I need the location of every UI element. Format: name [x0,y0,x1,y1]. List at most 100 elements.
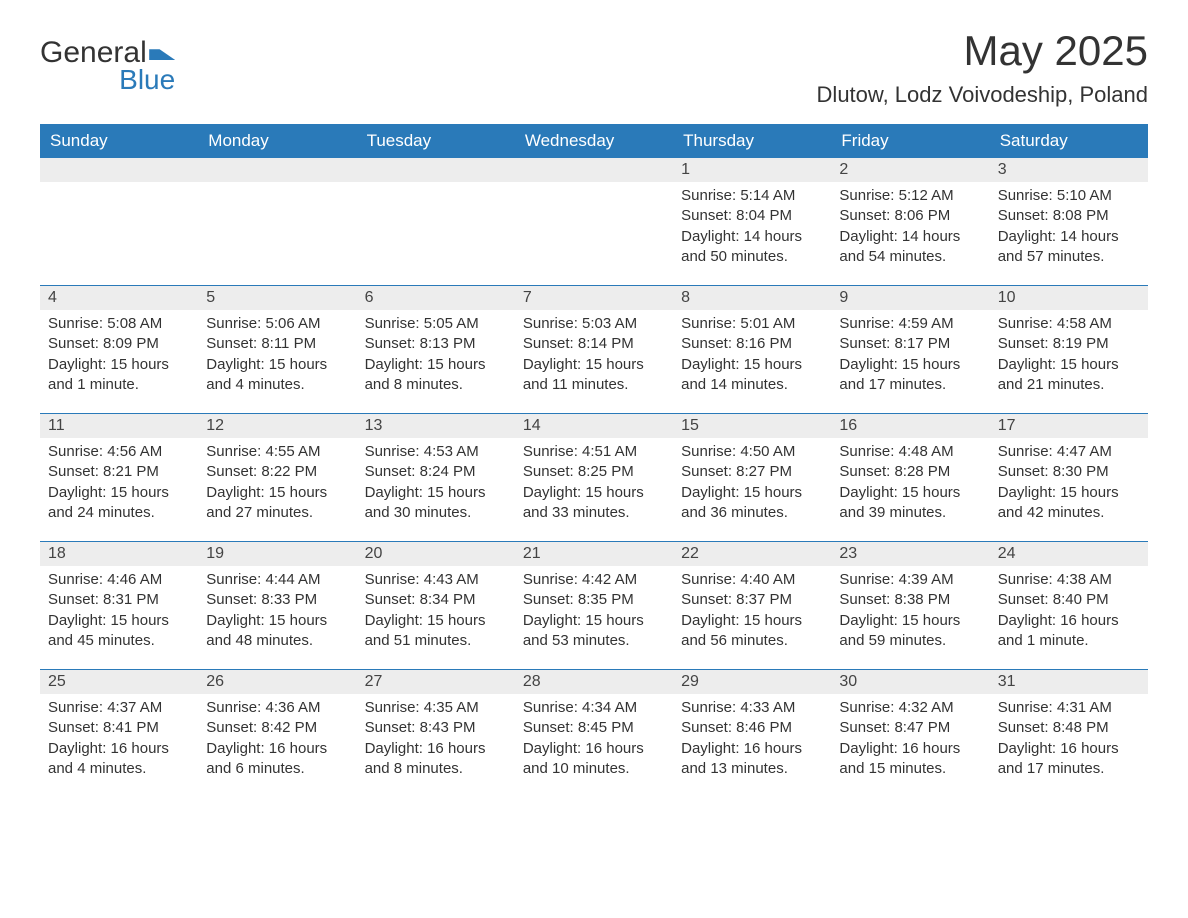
sunrise-line: Sunrise: 5:06 AM [206,314,348,334]
calendar-day-cell [40,158,198,286]
day-number-strip: 3 [990,158,1148,182]
calendar-day-cell: 14Sunrise: 4:51 AMSunset: 8:25 PMDayligh… [515,414,673,542]
sunrise-line: Sunrise: 4:38 AM [998,570,1140,590]
weekday-header: Thursday [673,124,831,158]
day-body: Sunrise: 5:14 AMSunset: 8:04 PMDaylight:… [673,182,831,285]
weekday-header: Monday [198,124,356,158]
day-body: Sunrise: 4:36 AMSunset: 8:42 PMDaylight:… [198,694,356,797]
day-body: Sunrise: 4:46 AMSunset: 8:31 PMDaylight:… [40,566,198,669]
day-number-strip: 17 [990,414,1148,438]
sunset-line: Sunset: 8:46 PM [681,718,823,738]
day-body: Sunrise: 4:43 AMSunset: 8:34 PMDaylight:… [357,566,515,669]
day-body [198,182,356,280]
sunrise-line: Sunrise: 5:12 AM [839,186,981,206]
location-subtitle: Dlutow, Lodz Voivodeship, Poland [817,82,1148,108]
sunrise-line: Sunrise: 4:42 AM [523,570,665,590]
daylight-line: Daylight: 16 hours and 8 minutes. [365,739,507,780]
header-row: General Blue May 2025 Dlutow, Lodz Voivo… [40,28,1148,118]
day-number-strip: 9 [831,286,989,310]
daylight-line: Daylight: 15 hours and 8 minutes. [365,355,507,396]
sunset-line: Sunset: 8:35 PM [523,590,665,610]
day-number-strip [515,158,673,182]
title-block: May 2025 Dlutow, Lodz Voivodeship, Polan… [817,28,1148,118]
sunset-line: Sunset: 8:14 PM [523,334,665,354]
daylight-line: Daylight: 15 hours and 11 minutes. [523,355,665,396]
brand-logo: General Blue [40,28,175,96]
sunset-line: Sunset: 8:42 PM [206,718,348,738]
calendar-day-cell: 18Sunrise: 4:46 AMSunset: 8:31 PMDayligh… [40,542,198,670]
sunrise-line: Sunrise: 4:47 AM [998,442,1140,462]
daylight-line: Daylight: 15 hours and 48 minutes. [206,611,348,652]
logo-text: General Blue [40,38,175,96]
sunrise-line: Sunrise: 4:43 AM [365,570,507,590]
calendar-day-cell: 23Sunrise: 4:39 AMSunset: 8:38 PMDayligh… [831,542,989,670]
day-body: Sunrise: 4:33 AMSunset: 8:46 PMDaylight:… [673,694,831,797]
day-body: Sunrise: 5:01 AMSunset: 8:16 PMDaylight:… [673,310,831,413]
daylight-line: Daylight: 15 hours and 30 minutes. [365,483,507,524]
sunrise-line: Sunrise: 4:50 AM [681,442,823,462]
calendar-day-cell: 5Sunrise: 5:06 AMSunset: 8:11 PMDaylight… [198,286,356,414]
sunset-line: Sunset: 8:38 PM [839,590,981,610]
daylight-line: Daylight: 16 hours and 4 minutes. [48,739,190,780]
daylight-line: Daylight: 14 hours and 50 minutes. [681,227,823,268]
weekday-header: Wednesday [515,124,673,158]
day-number-strip: 28 [515,670,673,694]
sunset-line: Sunset: 8:21 PM [48,462,190,482]
calendar-day-cell: 8Sunrise: 5:01 AMSunset: 8:16 PMDaylight… [673,286,831,414]
day-number-strip: 10 [990,286,1148,310]
sunrise-line: Sunrise: 4:58 AM [998,314,1140,334]
day-body: Sunrise: 5:05 AMSunset: 8:13 PMDaylight:… [357,310,515,413]
day-body: Sunrise: 4:40 AMSunset: 8:37 PMDaylight:… [673,566,831,669]
weekday-header: Sunday [40,124,198,158]
sunset-line: Sunset: 8:09 PM [48,334,190,354]
calendar-day-cell: 3Sunrise: 5:10 AMSunset: 8:08 PMDaylight… [990,158,1148,286]
sunset-line: Sunset: 8:13 PM [365,334,507,354]
day-body: Sunrise: 4:48 AMSunset: 8:28 PMDaylight:… [831,438,989,541]
sunset-line: Sunset: 8:24 PM [365,462,507,482]
sunrise-line: Sunrise: 4:44 AM [206,570,348,590]
day-body: Sunrise: 4:42 AMSunset: 8:35 PMDaylight:… [515,566,673,669]
calendar-day-cell: 20Sunrise: 4:43 AMSunset: 8:34 PMDayligh… [357,542,515,670]
calendar-week-row: 18Sunrise: 4:46 AMSunset: 8:31 PMDayligh… [40,542,1148,670]
day-number-strip [357,158,515,182]
day-number-strip: 16 [831,414,989,438]
sunrise-line: Sunrise: 4:53 AM [365,442,507,462]
sunset-line: Sunset: 8:17 PM [839,334,981,354]
calendar-day-cell: 10Sunrise: 4:58 AMSunset: 8:19 PMDayligh… [990,286,1148,414]
calendar-week-row: 4Sunrise: 5:08 AMSunset: 8:09 PMDaylight… [40,286,1148,414]
calendar-day-cell: 27Sunrise: 4:35 AMSunset: 8:43 PMDayligh… [357,670,515,798]
day-body: Sunrise: 4:32 AMSunset: 8:47 PMDaylight:… [831,694,989,797]
day-number-strip: 2 [831,158,989,182]
day-number-strip: 7 [515,286,673,310]
sunset-line: Sunset: 8:06 PM [839,206,981,226]
day-number-strip: 24 [990,542,1148,566]
weekday-header: Friday [831,124,989,158]
sunset-line: Sunset: 8:19 PM [998,334,1140,354]
daylight-line: Daylight: 16 hours and 15 minutes. [839,739,981,780]
daylight-line: Daylight: 15 hours and 59 minutes. [839,611,981,652]
day-number-strip: 8 [673,286,831,310]
calendar-day-cell [198,158,356,286]
daylight-line: Daylight: 15 hours and 4 minutes. [206,355,348,396]
day-body: Sunrise: 4:56 AMSunset: 8:21 PMDaylight:… [40,438,198,541]
sunrise-line: Sunrise: 4:59 AM [839,314,981,334]
daylight-line: Daylight: 15 hours and 45 minutes. [48,611,190,652]
sunrise-line: Sunrise: 4:33 AM [681,698,823,718]
day-body: Sunrise: 4:35 AMSunset: 8:43 PMDaylight:… [357,694,515,797]
sunset-line: Sunset: 8:43 PM [365,718,507,738]
weekday-header: Saturday [990,124,1148,158]
day-number-strip: 11 [40,414,198,438]
calendar-day-cell: 29Sunrise: 4:33 AMSunset: 8:46 PMDayligh… [673,670,831,798]
calendar-day-cell: 15Sunrise: 4:50 AMSunset: 8:27 PMDayligh… [673,414,831,542]
calendar-day-cell: 24Sunrise: 4:38 AMSunset: 8:40 PMDayligh… [990,542,1148,670]
day-number-strip [40,158,198,182]
sunrise-line: Sunrise: 5:10 AM [998,186,1140,206]
sunset-line: Sunset: 8:34 PM [365,590,507,610]
calendar-day-cell: 11Sunrise: 4:56 AMSunset: 8:21 PMDayligh… [40,414,198,542]
day-body: Sunrise: 4:53 AMSunset: 8:24 PMDaylight:… [357,438,515,541]
calendar-day-cell: 12Sunrise: 4:55 AMSunset: 8:22 PMDayligh… [198,414,356,542]
daylight-line: Daylight: 15 hours and 51 minutes. [365,611,507,652]
daylight-line: Daylight: 15 hours and 56 minutes. [681,611,823,652]
day-number-strip: 29 [673,670,831,694]
day-body: Sunrise: 5:12 AMSunset: 8:06 PMDaylight:… [831,182,989,285]
